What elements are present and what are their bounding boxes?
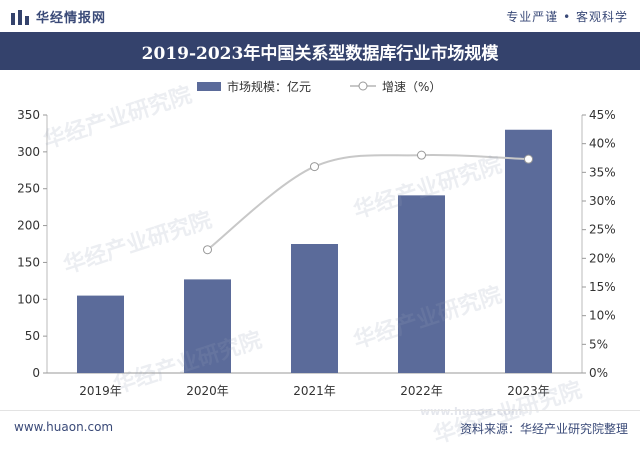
y-left-tick-label: 250 (17, 182, 40, 196)
y-left-tick-label: 50 (25, 329, 40, 343)
y-right-tick-label: 5% (589, 337, 608, 351)
x-tick-label: 2023年 (507, 384, 550, 398)
footer: www.huaon.com 资料来源：华经产业研究院整理 (0, 410, 640, 445)
y-right-tick-label: 0% (589, 366, 608, 380)
title-bar: 2019-2023年中国关系型数据库行业市场规模 (0, 32, 640, 70)
y-right-tick-label: 20% (589, 251, 616, 265)
slogan: 专业严谨 • 客观科学 (506, 10, 628, 24)
y-left-tick-label: 100 (17, 292, 40, 306)
data-source: 资料来源：华经产业研究院整理 (459, 422, 628, 436)
bar-2020年 (184, 279, 231, 373)
growth-line (206, 153, 529, 251)
y-right-tick-label: 35% (589, 165, 616, 179)
top-bar: 华经情报网 专业严谨 • 客观科学 (0, 0, 640, 32)
x-tick-label: 2022年 (400, 384, 443, 398)
brand-name: 华经情报网 (36, 11, 107, 26)
growth-point (310, 162, 319, 172)
brand-logo[interactable]: 华经情报网 (10, 7, 106, 26)
growth-point (203, 245, 212, 255)
y-right-tick-label: 30% (589, 194, 616, 208)
legend-line-marker (358, 81, 368, 91)
legend-line-label: 增速（%） (382, 80, 441, 94)
growth-point (524, 154, 533, 164)
y-left-tick-label: 350 (17, 108, 40, 122)
bar-chart-logo-icon (11, 9, 29, 25)
y-right-tick-label: 25% (589, 223, 616, 237)
x-tick-label: 2021年 (293, 384, 336, 398)
y-right-tick-label: 45% (589, 108, 616, 122)
bar-2023年 (505, 129, 552, 373)
legend-bar-label: 市场规模：亿元 (227, 79, 311, 94)
y-right-tick-label: 10% (589, 309, 616, 323)
bar-2019年 (77, 295, 124, 373)
watermark-text: www.huaon.com (420, 405, 523, 418)
bar-2022年 (398, 195, 445, 373)
legend-bar-swatch (197, 82, 221, 91)
y-left-tick-label: 200 (17, 219, 40, 233)
growth-point (417, 150, 426, 160)
bar-2021年 (291, 244, 338, 373)
y-left-tick-label: 150 (17, 255, 40, 269)
chart-title: 2019-2023年中国关系型数据库行业市场规模 (141, 43, 499, 64)
y-left-tick-label: 0 (32, 366, 40, 380)
x-tick-label: 2020年 (186, 384, 229, 398)
y-left-tick-label: 300 (17, 145, 40, 159)
x-tick-label: 2019年 (79, 384, 122, 398)
y-right-tick-label: 15% (589, 280, 616, 294)
chart-area: 市场规模：亿元 增速（%） 0 50 100 150 200 250 300 350 0% 5% 10%… (17, 79, 616, 398)
site-url[interactable]: www.huaon.com (14, 420, 114, 434)
y-right-tick-label: 40% (589, 137, 616, 151)
